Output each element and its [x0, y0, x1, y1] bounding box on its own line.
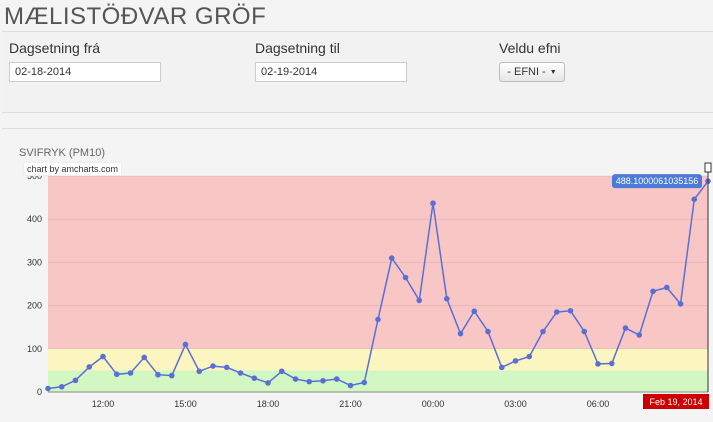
- substance-dropdown-button[interactable]: - EFNI - ▼: [499, 62, 565, 82]
- data-point-47: [691, 196, 698, 203]
- value-balloon: [612, 174, 702, 189]
- x-tick-label-4: 00:00: [422, 399, 445, 409]
- data-point-31: [471, 308, 478, 315]
- data-point-33: [498, 364, 505, 371]
- date-from-input[interactable]: [9, 62, 161, 82]
- x-tick-label-3: 21:00: [339, 399, 362, 409]
- cursor-date-text: Feb 19, 2014: [649, 397, 702, 407]
- data-point-38: [567, 307, 574, 314]
- y-tick-label-100: 100: [27, 344, 42, 354]
- pm10-chart[interactable]: 0 100 200 300 400 500 12:00 15:00 18:00 21:00 00:0…: [2, 129, 713, 422]
- data-point-9: [168, 372, 175, 379]
- x-tick-label-1: 15:00: [174, 399, 197, 409]
- data-point-24: [375, 316, 381, 323]
- caret-down-icon: ▼: [549, 68, 557, 76]
- data-point-27: [416, 297, 423, 304]
- x-tick-label-5: 03:00: [504, 399, 527, 409]
- data-point-14: [237, 370, 244, 376]
- cursor-grip-icon: [704, 162, 712, 173]
- data-point-18: [292, 376, 299, 382]
- amcharts-credit-link[interactable]: chart by amcharts.com: [23, 162, 123, 176]
- x-tick-label-6: 06:00: [587, 399, 610, 409]
- date-from-label: Dagsetning frá: [9, 40, 101, 56]
- data-point-13: [223, 364, 230, 371]
- data-point-29: [443, 295, 450, 302]
- data-point-22: [347, 382, 354, 389]
- data-point-17: [278, 368, 285, 375]
- data-point-3: [86, 364, 93, 370]
- data-point-25: [388, 255, 395, 261]
- y-tick-label-200: 200: [27, 301, 42, 311]
- data-point-19: [306, 378, 313, 385]
- y-tick-label-500: 500: [27, 171, 42, 181]
- data-point-40: [595, 361, 601, 367]
- data-point-32: [485, 328, 491, 335]
- data-point-15: [251, 375, 258, 381]
- band-1: [48, 348, 708, 371]
- data-point-28: [430, 200, 436, 207]
- date-to-label: Dagsetning til: [255, 40, 340, 56]
- data-point-41: [608, 360, 615, 367]
- cursor-date-label: [643, 394, 709, 409]
- data-point-30: [457, 330, 464, 337]
- data-point-16: [265, 380, 271, 386]
- date-to-input[interactable]: [255, 62, 407, 82]
- data-point-12: [210, 363, 216, 369]
- data-point-36: [540, 328, 546, 335]
- y-tick-label-400: 400: [27, 214, 42, 224]
- data-point-34: [512, 358, 519, 364]
- data-point-26: [402, 274, 409, 281]
- data-point-11: [196, 368, 203, 375]
- data-point-21: [333, 376, 340, 382]
- data-point-43: [636, 332, 643, 338]
- data-point-46: [677, 301, 684, 307]
- data-point-0: [45, 385, 51, 392]
- data-point-5: [113, 371, 120, 378]
- data-point-8: [155, 371, 161, 378]
- data-point-23: [361, 379, 368, 386]
- chart-panel: 0 100 200 300 400 500 12:00 15:00 18:00 21:00 00:0…: [2, 128, 713, 422]
- data-point-2: [72, 377, 79, 384]
- data-point-45: [663, 284, 670, 291]
- data-point-42: [622, 325, 629, 331]
- value-balloon-text: 488.1000061035156: [616, 176, 699, 186]
- data-point-6: [127, 370, 134, 376]
- x-tick-label-0: 12:00: [92, 399, 115, 409]
- data-point-1: [58, 384, 65, 390]
- data-point-7: [141, 354, 148, 361]
- data-point-37: [553, 309, 560, 315]
- data-point-35: [526, 353, 533, 360]
- chart-title: SVIFRYK (PM10): [19, 147, 105, 159]
- page-title: MÆLISTÖÐVAR GRÖF: [4, 3, 267, 30]
- data-point-20: [320, 377, 326, 384]
- band-0: [48, 370, 708, 392]
- substance-dropdown-label: - EFNI -: [507, 66, 546, 78]
- data-point-39: [581, 328, 588, 335]
- filter-panel: Dagsetning frá Dagsetning til Veldu efni…: [2, 31, 713, 113]
- x-tick-label-2: 18:00: [257, 399, 280, 409]
- substance-label: Veldu efni: [499, 40, 561, 56]
- data-point-10: [182, 341, 189, 348]
- y-tick-label-0: 0: [37, 387, 42, 397]
- data-point-44: [650, 288, 656, 295]
- data-point-4: [100, 353, 106, 360]
- y-tick-label-300: 300: [27, 257, 42, 267]
